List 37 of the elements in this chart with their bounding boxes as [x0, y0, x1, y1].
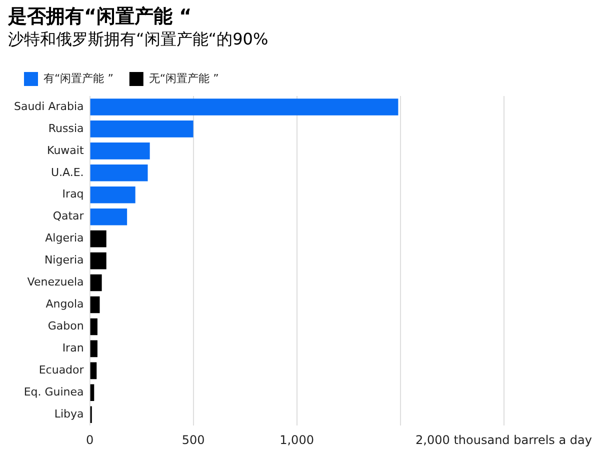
bar: [90, 230, 106, 248]
bar: [90, 318, 98, 336]
chart-subtitle: 沙特和俄罗斯拥有“闲置产能“的90%: [8, 30, 268, 49]
chart-title: 是否拥有“闲置产能 “: [7, 5, 192, 28]
bar: [90, 384, 94, 402]
y-tick-label: Angola: [46, 298, 84, 311]
y-tick-label: U.A.E.: [50, 166, 84, 179]
bar: [90, 98, 398, 116]
bar: [90, 164, 148, 182]
bar: [90, 274, 102, 292]
y-tick-label: Ecuador: [38, 364, 84, 377]
legend-label: 有“闲置产能 ”: [44, 72, 114, 85]
bar: [90, 296, 100, 314]
x-tick-label: 1,000: [280, 432, 314, 447]
y-tick-label: Russia: [48, 122, 84, 135]
y-tick-label: Gabon: [48, 320, 84, 333]
bar: [90, 208, 128, 226]
bar: [90, 340, 98, 358]
x-tick-label: 2,000 thousand barrels a day: [416, 432, 592, 447]
x-tick-label: 0: [86, 432, 94, 447]
legend-label: 无“闲置产能 ”: [148, 72, 219, 85]
y-tick-label: Saudi Arabia: [14, 100, 84, 113]
y-tick-label: Iran: [62, 342, 84, 355]
y-tick-label: Iraq: [62, 188, 84, 201]
y-tick-label: Libya: [54, 407, 84, 420]
bar: [90, 142, 150, 160]
x-tick-label: 500: [182, 432, 205, 447]
y-tick-label: Kuwait: [47, 144, 84, 157]
y-tick-label: Algeria: [45, 232, 84, 245]
y-tick-label: Qatar: [52, 210, 84, 223]
y-tick-label: Venezuela: [27, 276, 84, 289]
y-tick-label: Nigeria: [44, 254, 84, 267]
bar: [90, 186, 136, 204]
bar: [90, 362, 97, 380]
bar: [90, 252, 106, 270]
bar: [90, 120, 194, 138]
y-tick-label: Eq. Guinea: [24, 386, 84, 398]
